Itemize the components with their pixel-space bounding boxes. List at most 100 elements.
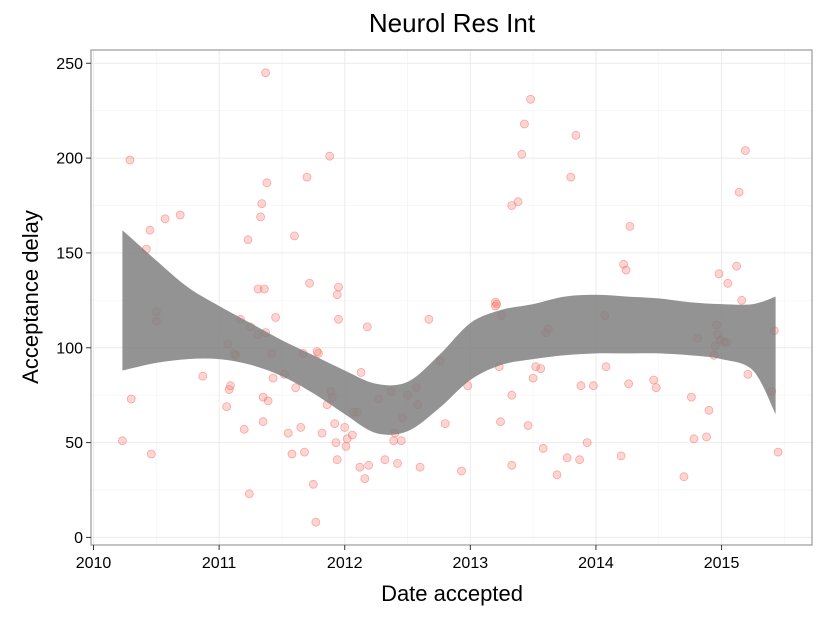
plot-panel bbox=[90, 49, 813, 546]
data-point bbox=[576, 381, 586, 391]
data-point bbox=[341, 441, 351, 451]
x-tick-label: 2011 bbox=[202, 555, 237, 572]
data-point bbox=[355, 462, 365, 472]
data-point bbox=[271, 312, 281, 322]
data-point bbox=[589, 381, 598, 391]
data-point bbox=[536, 364, 546, 374]
x-tick-label: 2013 bbox=[453, 555, 489, 572]
data-point bbox=[317, 428, 327, 438]
data-point bbox=[689, 434, 699, 444]
data-point bbox=[743, 369, 753, 379]
data-point bbox=[651, 383, 661, 393]
data-point bbox=[571, 130, 581, 140]
data-point bbox=[356, 367, 366, 377]
data-point bbox=[496, 417, 505, 427]
data-point bbox=[291, 383, 301, 393]
data-point bbox=[198, 371, 208, 381]
data-point bbox=[262, 178, 272, 188]
data-point bbox=[330, 419, 340, 429]
y-tick-label: 250 bbox=[56, 56, 83, 73]
data-point bbox=[261, 68, 271, 78]
data-point bbox=[616, 451, 626, 461]
chart-title: Neurol Res Int bbox=[369, 8, 536, 38]
data-point bbox=[507, 201, 517, 210]
data-point bbox=[244, 489, 254, 499]
data-point bbox=[145, 225, 155, 235]
data-point bbox=[649, 375, 659, 385]
data-point bbox=[259, 284, 269, 294]
data-point bbox=[741, 146, 750, 155]
data-point bbox=[393, 458, 402, 468]
data-point bbox=[160, 214, 170, 224]
data-point bbox=[118, 436, 127, 446]
data-point bbox=[773, 447, 783, 457]
data-point bbox=[253, 284, 263, 294]
plot-background bbox=[91, 50, 812, 545]
data-point bbox=[424, 314, 434, 324]
x-tick-label: 2015 bbox=[704, 555, 740, 572]
data-point bbox=[332, 455, 342, 465]
data-point bbox=[243, 235, 253, 245]
data-point bbox=[624, 379, 633, 389]
data-point bbox=[566, 172, 576, 182]
data-point bbox=[302, 172, 312, 182]
data-point bbox=[513, 197, 523, 207]
data-point bbox=[331, 438, 341, 448]
data-point bbox=[415, 462, 425, 472]
data-point bbox=[334, 282, 343, 292]
data-point bbox=[732, 261, 741, 271]
data-point bbox=[296, 422, 306, 432]
data-point bbox=[175, 210, 185, 220]
data-point bbox=[126, 394, 136, 404]
data-point bbox=[340, 422, 350, 432]
data-point bbox=[552, 470, 562, 480]
data-point bbox=[396, 436, 406, 446]
data-point bbox=[380, 455, 390, 465]
data-point bbox=[523, 421, 533, 430]
data-point bbox=[239, 424, 249, 434]
data-point bbox=[601, 362, 611, 372]
data-point bbox=[621, 265, 631, 275]
y-tick-label: 50 bbox=[65, 435, 83, 452]
data-point bbox=[305, 278, 315, 288]
data-point bbox=[702, 432, 711, 442]
data-point bbox=[332, 290, 342, 300]
minor-gridlines bbox=[91, 50, 812, 545]
data-point bbox=[507, 460, 517, 470]
data-point bbox=[389, 436, 399, 446]
y-axis: 0 50 100 150 200 250 bbox=[56, 56, 91, 547]
data-point bbox=[531, 362, 541, 372]
smooth-confidence-band bbox=[122, 230, 776, 435]
data-point bbox=[347, 430, 357, 440]
data-point bbox=[737, 295, 747, 305]
data-point bbox=[225, 381, 235, 391]
data-point bbox=[507, 390, 517, 400]
data-point bbox=[440, 419, 450, 429]
data-point bbox=[520, 119, 529, 129]
data-point bbox=[268, 373, 278, 383]
data-point bbox=[364, 460, 374, 470]
x-axis: 2010 2011 2012 2013 2014 2015 bbox=[76, 545, 740, 572]
data-point bbox=[325, 151, 335, 161]
x-axis-title: Date accepted bbox=[381, 581, 523, 606]
data-point bbox=[457, 466, 466, 476]
data-point bbox=[723, 278, 733, 288]
y-tick-label: 100 bbox=[56, 340, 83, 357]
data-point bbox=[263, 396, 273, 406]
y-tick-label: 200 bbox=[56, 151, 83, 168]
data-point bbox=[704, 405, 714, 415]
data-point bbox=[528, 373, 538, 383]
y-axis-title: Acceptance delay bbox=[18, 210, 43, 384]
data-point bbox=[526, 94, 535, 104]
data-point bbox=[308, 479, 318, 489]
data-point bbox=[517, 149, 527, 159]
data-point bbox=[679, 472, 689, 482]
panel-border bbox=[90, 49, 813, 546]
data-point bbox=[256, 212, 266, 222]
data-point bbox=[287, 449, 297, 459]
data-point bbox=[538, 443, 548, 453]
data-point bbox=[575, 455, 584, 465]
data-point bbox=[283, 428, 293, 438]
data-point bbox=[311, 517, 321, 527]
data-point bbox=[300, 447, 309, 457]
